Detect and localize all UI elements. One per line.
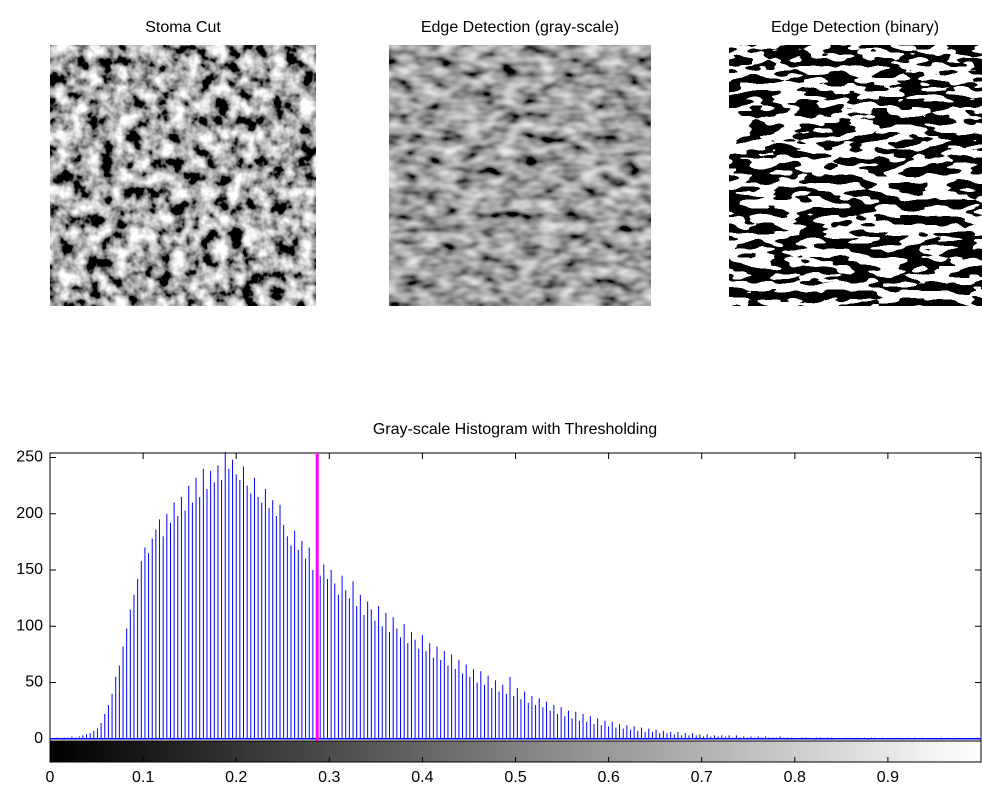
y-tick-label: 50 [25,674,43,691]
x-tick-label: 0.7 [691,769,713,786]
y-tick-label: 100 [16,617,43,634]
axes-box [49,452,982,742]
edge-gray-image [389,45,651,306]
x-tick-label: 0.9 [877,769,899,786]
x-tick-label: 0.5 [504,769,526,786]
edge-binary-image [729,45,982,306]
y-tick-label: 150 [16,561,43,578]
x-tick-label: 0.8 [784,769,806,786]
chart-title: Gray-scale Histogram with Thresholding [373,421,657,438]
x-tick-label: 0.1 [132,769,154,786]
x-tick-label: 0.4 [411,769,433,786]
stoma-image [50,45,316,306]
x-tick-label: 0.3 [318,769,340,786]
image-title: Edge Detection (binary) [771,19,939,36]
x-tick-label: 0.2 [225,769,247,786]
x-tick-label: 0.6 [597,769,619,786]
y-tick-label: 0 [34,730,43,747]
image-title: Edge Detection (gray-scale) [421,19,619,36]
x-tick-label: 0 [46,769,55,786]
y-tick-label: 200 [16,505,43,522]
y-tick-label: 250 [16,449,43,466]
image-title: Stoma Cut [145,19,221,36]
